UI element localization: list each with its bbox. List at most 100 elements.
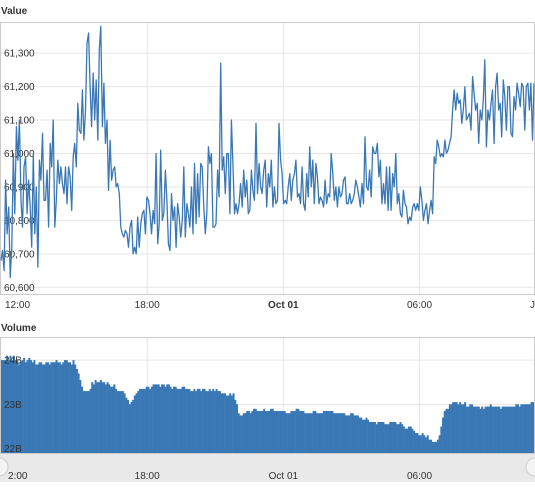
- volume-bar: [121, 391, 124, 453]
- volume-bar: [343, 413, 346, 453]
- volume-bar: [448, 404, 451, 453]
- volume-bar: [26, 360, 29, 453]
- volume-bar: [40, 362, 43, 453]
- volume-bar: [261, 411, 264, 453]
- volume-bar: [518, 406, 521, 453]
- navigator-right-handle[interactable]: [525, 457, 535, 477]
- volume-bar: [506, 406, 509, 453]
- volume-bar: [79, 380, 82, 453]
- volume-bar: [310, 413, 313, 453]
- volume-bar: [188, 388, 191, 453]
- volume-bar: [409, 426, 412, 453]
- volume-bar: [460, 404, 463, 453]
- volume-bar: [133, 395, 136, 453]
- volume-bar: [33, 360, 36, 453]
- volume-bar: [421, 433, 424, 453]
- volume-bar: [368, 422, 371, 453]
- volume-bar: [198, 388, 201, 453]
- volume-bar: [258, 411, 261, 453]
- volume-bar: [167, 384, 170, 453]
- volume-bar: [172, 386, 175, 453]
- volume-bar: [488, 406, 491, 453]
- volume-bar: [23, 357, 26, 453]
- volume-bar: [447, 408, 450, 453]
- volume-bar: [331, 411, 334, 453]
- volume-bar: [453, 402, 456, 453]
- volume-bar: [50, 362, 53, 453]
- volume-bar: [82, 391, 85, 453]
- volume-bar: [387, 424, 390, 453]
- volume-bar: [58, 362, 61, 453]
- volume-bar: [241, 415, 244, 453]
- volume-bar: [183, 386, 186, 453]
- volume-bar: [237, 413, 240, 453]
- volume-bar: [123, 393, 126, 453]
- volume-bar: [501, 406, 504, 453]
- price-y-tick-label: 60,800: [4, 216, 35, 227]
- volume-bar: [341, 413, 344, 453]
- navigator-left-handle[interactable]: [0, 457, 9, 477]
- volume-bar: [19, 362, 22, 453]
- volume-bar: [464, 402, 467, 453]
- volume-bar: [372, 422, 375, 453]
- volume-bar: [251, 411, 254, 453]
- price-y-tick-label: 60,600: [4, 283, 35, 294]
- volume-bar: [348, 415, 351, 453]
- volume-bar: [224, 393, 227, 453]
- volume-bar: [304, 413, 307, 453]
- volume-bar: [496, 406, 499, 453]
- volume-bar: [505, 406, 508, 453]
- volume-bar: [363, 419, 366, 453]
- volume-bar: [425, 437, 428, 453]
- volume-bar: [459, 402, 462, 453]
- volume-bar: [157, 384, 160, 453]
- volume-bar: [147, 386, 150, 453]
- volume-bar: [375, 424, 378, 453]
- volume-bar: [358, 417, 361, 453]
- volume-bar: [324, 411, 327, 453]
- volume-bar: [436, 439, 439, 453]
- volume-bar: [268, 411, 271, 453]
- volume-bar: [11, 360, 14, 453]
- volume-bar: [295, 408, 298, 453]
- volume-bar: [532, 402, 535, 453]
- volume-bar: [484, 406, 487, 453]
- volume-bar: [423, 435, 426, 453]
- volume-bar: [195, 391, 198, 453]
- volume-bar: [222, 393, 225, 453]
- volume-bar: [203, 388, 206, 453]
- volume-bar: [101, 382, 104, 453]
- volume-y-tick-label: 23B: [4, 400, 22, 411]
- navigator[interactable]: 2:00 18:00 Oct 01 06:00: [0, 454, 535, 482]
- volume-bar: [481, 406, 484, 453]
- volume-bar: [385, 424, 388, 453]
- volume-bar: [467, 406, 470, 453]
- volume-bar: [193, 388, 196, 453]
- volume-bar: [99, 380, 102, 453]
- volume-bar: [428, 439, 431, 453]
- volume-bar: [433, 441, 436, 453]
- navigator-band[interactable]: [0, 454, 535, 482]
- volume-bar: [205, 391, 208, 453]
- volume-bar: [465, 406, 468, 453]
- volume-bar: [271, 408, 274, 453]
- volume-bar: [178, 388, 181, 453]
- volume-bar: [384, 424, 387, 453]
- volume-bar: [316, 413, 319, 453]
- volume-bar: [213, 391, 216, 453]
- volume-bar: [53, 362, 56, 453]
- volume-bar: [239, 415, 242, 453]
- volume-bar: [137, 391, 140, 453]
- volume-bar: [273, 411, 276, 453]
- volume-bar: [280, 411, 283, 453]
- volume-bar: [169, 386, 172, 453]
- volume-bar: [297, 408, 300, 453]
- volume-bar: [218, 391, 221, 453]
- volume-bar: [132, 399, 135, 453]
- volume-bar: [184, 388, 187, 453]
- price-x-tick-label: 06:00: [407, 300, 432, 311]
- volume-bar: [162, 384, 165, 453]
- volume-bar: [477, 406, 480, 453]
- volume-bar: [307, 413, 310, 453]
- price-pane: Value 60,60060,70060,80060,90061,00061,1…: [0, 6, 535, 311]
